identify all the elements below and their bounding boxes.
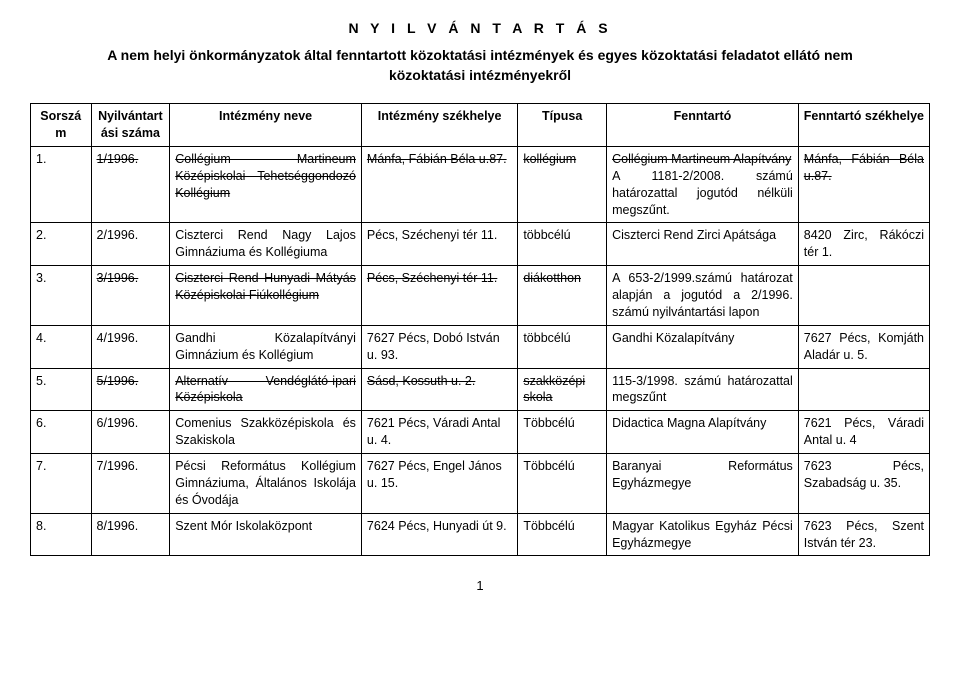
table-cell: A 653-2/1999.számú határozat alapján a j… xyxy=(607,266,799,326)
table-cell: Pécs, Széchenyi tér 11. xyxy=(361,266,517,326)
th-nyilv: Nyilvántart ási száma xyxy=(91,104,170,147)
subtitle-line1: A nem helyi önkormányzatok által fenntar… xyxy=(107,47,853,63)
table-cell: Gandhi Közalapítványi Gimnázium és Kollé… xyxy=(170,325,362,368)
table-cell: Alternatív Vendéglátó-ipari Középiskola xyxy=(170,368,362,411)
table-row: 3.3/1996.Ciszterci Rend Hunyadi Mátyás K… xyxy=(31,266,930,326)
page-number: 1 xyxy=(30,578,930,593)
table-header-row: Sorszám Nyilvántart ási száma Intézmény … xyxy=(31,104,930,147)
table-cell: Baranyai Református Egyházmegye xyxy=(607,454,799,514)
table-cell: Comenius Szakközépiskola és Szakiskola xyxy=(170,411,362,454)
table-cell: 7. xyxy=(31,454,92,514)
table-cell: 7627 Pécs, Engel János u. 15. xyxy=(361,454,517,514)
table-cell: Szent Mór Iskolaközpont xyxy=(170,513,362,556)
table-cell: Collégium Martineum Középiskolai Tehetsé… xyxy=(170,146,362,223)
table-cell: Ciszterci Rend Nagy Lajos Gimnáziuma és … xyxy=(170,223,362,266)
th-tipus: Típusa xyxy=(518,104,607,147)
table-cell: 7627 Pécs, Komjáth Aladár u. 5. xyxy=(798,325,929,368)
table-cell: 2/1996. xyxy=(91,223,170,266)
table-cell: Gandhi Közalapítvány xyxy=(607,325,799,368)
table-row: 2.2/1996.Ciszterci Rend Nagy Lajos Gimná… xyxy=(31,223,930,266)
table-row: 1.1/1996.Collégium Martineum Középiskola… xyxy=(31,146,930,223)
table-row: 5.5/1996.Alternatív Vendéglátó-ipari Köz… xyxy=(31,368,930,411)
page-title: N Y I L V Á N T A R T Á S xyxy=(30,20,930,36)
table-cell xyxy=(798,266,929,326)
table-cell: többcélú xyxy=(518,325,607,368)
table-cell: diákotthon xyxy=(518,266,607,326)
table-cell: Mánfa, Fábián Béla u.87. xyxy=(361,146,517,223)
table-cell: Többcélú xyxy=(518,411,607,454)
main-table: Sorszám Nyilvántart ási száma Intézmény … xyxy=(30,103,930,556)
table-cell: 8. xyxy=(31,513,92,556)
th-fenn: Fenntartó xyxy=(607,104,799,147)
table-cell: 115-3/1998. számú határozattal megszűnt xyxy=(607,368,799,411)
table-cell: 6. xyxy=(31,411,92,454)
table-cell: Collégium Martineum AlapítványA 1181-2/2… xyxy=(607,146,799,223)
table-cell: 1. xyxy=(31,146,92,223)
table-cell: 8420 Zirc, Rákóczi tér 1. xyxy=(798,223,929,266)
table-cell: Többcélú xyxy=(518,454,607,514)
table-cell xyxy=(798,368,929,411)
subtitle-line2: közoktatási intézményekről xyxy=(389,67,571,83)
table-cell: 7621 Pécs, Váradi Antal u. 4 xyxy=(798,411,929,454)
table-cell: 7627 Pécs, Dobó István u. 93. xyxy=(361,325,517,368)
table-cell: Pécs, Széchenyi tér 11. xyxy=(361,223,517,266)
table-cell: Ciszterci Rend Zirci Apátsága xyxy=(607,223,799,266)
table-cell: 6/1996. xyxy=(91,411,170,454)
table-cell: 4/1996. xyxy=(91,325,170,368)
table-row: 6.6/1996.Comenius Szakközépiskola és Sza… xyxy=(31,411,930,454)
table-cell: Sásd, Kossuth u. 2. xyxy=(361,368,517,411)
table-cell: 7623 Pécs, Szent István tér 23. xyxy=(798,513,929,556)
table-cell: kollégium xyxy=(518,146,607,223)
table-cell: Pécsi Református Kollégium Gimnáziuma, Á… xyxy=(170,454,362,514)
table-cell: 5. xyxy=(31,368,92,411)
table-cell: többcélú xyxy=(518,223,607,266)
page-subtitle: A nem helyi önkormányzatok által fenntar… xyxy=(30,46,930,85)
table-cell: 3. xyxy=(31,266,92,326)
table-cell: 5/1996. xyxy=(91,368,170,411)
table-cell: 3/1996. xyxy=(91,266,170,326)
th-sorszam: Sorszám xyxy=(31,104,92,147)
table-cell: Mánfa, Fábián Béla u.87. xyxy=(798,146,929,223)
th-intez: Intézmény neve xyxy=(170,104,362,147)
table-cell: szakközépi skola xyxy=(518,368,607,411)
table-cell: 7624 Pécs, Hunyadi út 9. xyxy=(361,513,517,556)
table-row: 4.4/1996.Gandhi Közalapítványi Gimnázium… xyxy=(31,325,930,368)
table-cell: 4. xyxy=(31,325,92,368)
table-row: 8.8/1996.Szent Mór Iskolaközpont7624 Péc… xyxy=(31,513,930,556)
table-cell: Didactica Magna Alapítvány xyxy=(607,411,799,454)
table-cell: Ciszterci Rend Hunyadi Mátyás Középiskol… xyxy=(170,266,362,326)
th-fennszek: Fenntartó székhelye xyxy=(798,104,929,147)
table-body: 1.1/1996.Collégium Martineum Középiskola… xyxy=(31,146,930,556)
table-row: 7.7/1996.Pécsi Református Kollégium Gimn… xyxy=(31,454,930,514)
table-cell: 7623 Pécs, Szabadság u. 35. xyxy=(798,454,929,514)
table-cell: 7/1996. xyxy=(91,454,170,514)
table-cell: Többcélú xyxy=(518,513,607,556)
table-cell: 2. xyxy=(31,223,92,266)
table-cell: Magyar Katolikus Egyház Pécsi Egyházmegy… xyxy=(607,513,799,556)
th-szek: Intézmény székhelye xyxy=(361,104,517,147)
table-cell: 8/1996. xyxy=(91,513,170,556)
table-cell: 1/1996. xyxy=(91,146,170,223)
table-cell: 7621 Pécs, Váradi Antal u. 4. xyxy=(361,411,517,454)
